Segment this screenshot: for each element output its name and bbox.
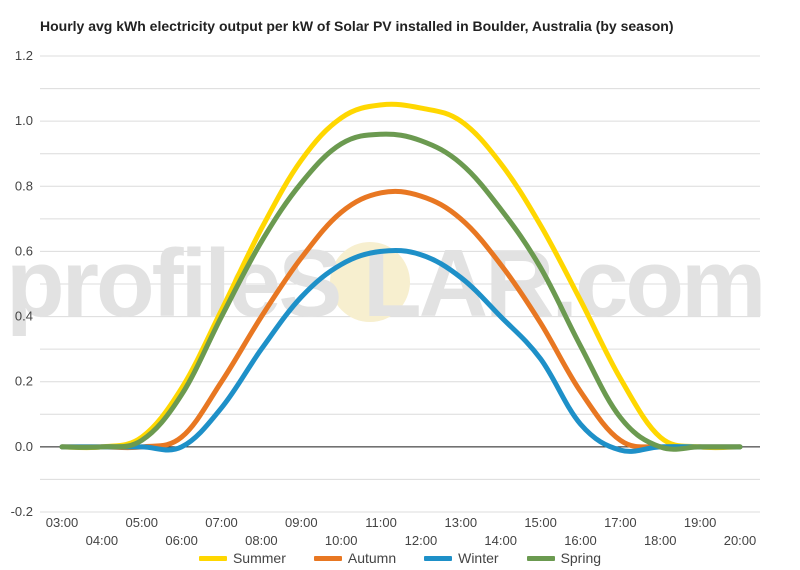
series-line-spring (59, 131, 743, 452)
legend-swatch (526, 555, 555, 561)
legend-swatch (198, 555, 227, 561)
legend-label: Spring (560, 550, 602, 566)
y-tick-label: 0.4 (15, 309, 33, 324)
legend-label: Winter (458, 550, 499, 566)
watermark-text: profileS LAR.com (6, 230, 763, 337)
series-line-summer (59, 101, 743, 451)
legend-item-winter[interactable]: Winter (424, 550, 499, 566)
y-tick-label: 1.0 (15, 113, 33, 128)
series-line-autumn (59, 188, 743, 451)
x-tick-label: 19:00 (684, 515, 717, 530)
chart-title: Hourly avg kWh electricity output per kW… (40, 18, 674, 34)
y-tick-label: 1.2 (15, 48, 33, 63)
x-tick-label: 06:00 (165, 533, 198, 548)
y-tick-label: 0.2 (15, 374, 33, 389)
x-tick-label: 12:00 (405, 533, 438, 548)
y-tick-label: 0.8 (15, 178, 33, 193)
legend-swatch (313, 555, 342, 561)
x-tick-label: 03:00 (46, 515, 79, 530)
legend-swatch (424, 555, 453, 561)
x-tick-label: 16:00 (564, 533, 597, 548)
x-tick-label: 09:00 (285, 515, 318, 530)
x-tick-label: 14:00 (484, 533, 517, 548)
legend-item-spring[interactable]: Spring (526, 550, 602, 566)
legend: Summer Autumn Winter Spring (0, 550, 800, 566)
x-tick-label: 20:00 (724, 533, 757, 548)
x-tick-label: 17:00 (604, 515, 637, 530)
y-tick-label: 0.6 (15, 243, 33, 258)
x-axis-ticks: 03:00 04:00 05:00 06:00 07:00 08:00 09:00 10:00… (46, 515, 757, 548)
x-tick-label: 08:00 (245, 533, 278, 548)
legend-item-autumn[interactable]: Autumn (313, 550, 397, 566)
grid-layer (40, 55, 760, 513)
x-tick-label: 05:00 (125, 515, 158, 530)
series-layer (59, 101, 743, 454)
x-tick-label: 18:00 (644, 533, 677, 548)
watermark: profileS LAR.com (6, 230, 766, 337)
series-line-winter (59, 247, 743, 454)
legend-label: Autumn (347, 550, 397, 566)
x-tick-label: 13:00 (445, 515, 478, 530)
legend-item-summer[interactable]: Summer (198, 550, 286, 566)
x-tick-label: 04:00 (86, 533, 119, 548)
x-tick-label: 15:00 (524, 515, 557, 530)
y-tick-label: -0.2 (11, 504, 33, 519)
x-tick-label: 11:00 (365, 515, 397, 530)
x-tick-label: 07:00 (205, 515, 238, 530)
x-tick-label: 10:00 (325, 533, 358, 548)
y-tick-label: 0.0 (15, 439, 33, 454)
y-axis-ticks: -0.2 0.0 0.2 0.4 0.6 0.8 1.0 1.2 (11, 48, 33, 519)
legend-label: Summer (232, 550, 286, 566)
